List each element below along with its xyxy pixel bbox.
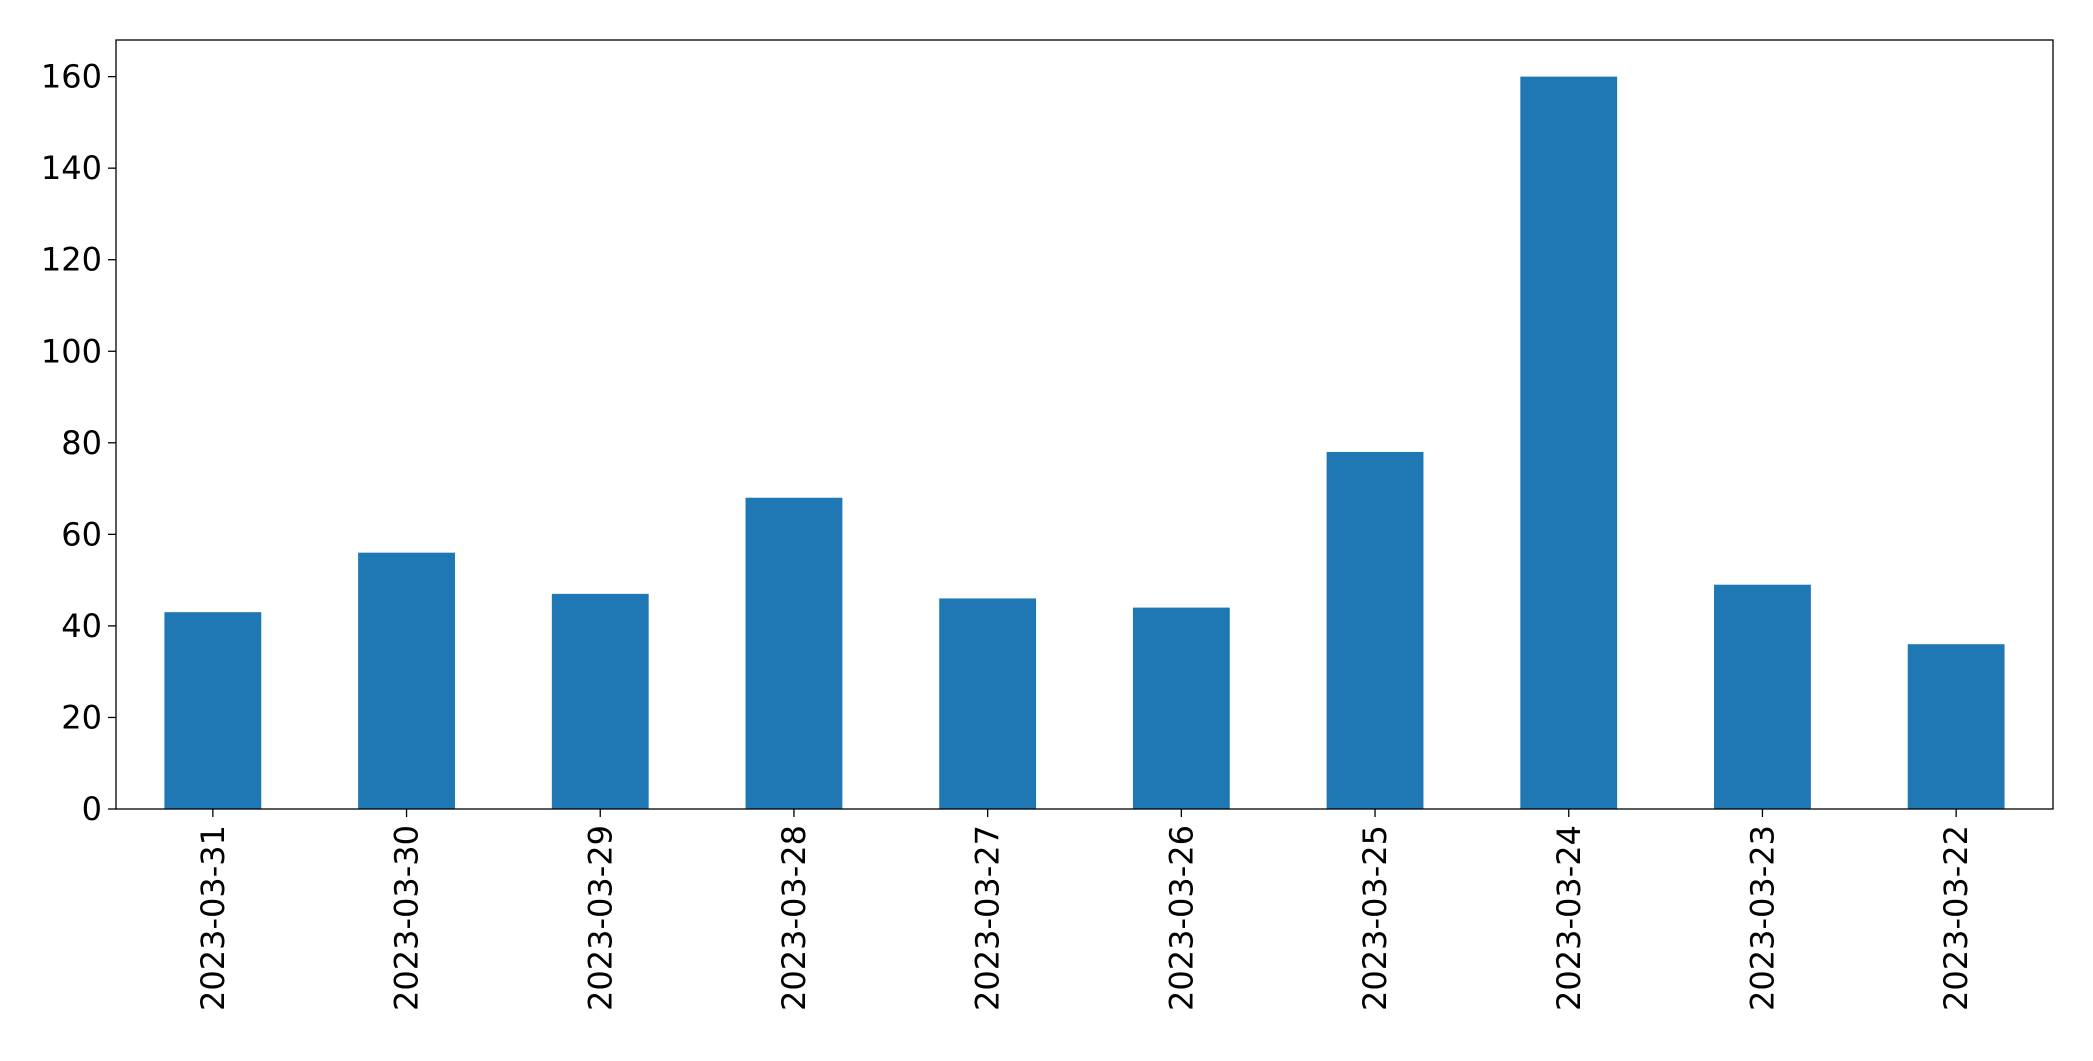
- x-tick-label: 2023-03-31: [194, 825, 232, 1011]
- bar: [1714, 584, 1811, 809]
- x-tick-label: 2023-03-24: [1550, 825, 1588, 1011]
- x-tick-label: 2023-03-30: [388, 825, 426, 1011]
- bar: [939, 598, 1037, 809]
- bar: [1326, 451, 1424, 809]
- bar: [1520, 76, 1618, 810]
- bar: [1132, 607, 1230, 809]
- x-tick-label: 2023-03-23: [1743, 825, 1781, 1011]
- y-tick-label: 120: [41, 241, 102, 279]
- bar: [358, 552, 455, 809]
- y-tick-label: 60: [61, 515, 102, 553]
- bar: [1907, 644, 2005, 809]
- y-tick-label: 140: [41, 149, 102, 187]
- axes-frame: [115, 39, 2054, 810]
- bar: [745, 497, 843, 809]
- x-tick-label: 2023-03-28: [775, 825, 813, 1011]
- bar: [551, 593, 649, 809]
- y-tick-label: 80: [61, 424, 102, 462]
- x-tick-label: 2023-03-25: [1356, 825, 1394, 1011]
- x-tick-label: 2023-03-22: [1937, 825, 1975, 1011]
- x-tick-label: 2023-03-29: [581, 825, 619, 1011]
- y-tick-label: 20: [61, 698, 102, 736]
- y-tick-label: 100: [41, 332, 102, 370]
- y-tick-label: 40: [61, 607, 102, 645]
- y-tick-label: 0: [82, 790, 102, 828]
- bar: [164, 612, 262, 809]
- x-tick-label: 2023-03-26: [1162, 825, 1200, 1011]
- x-tick-label: 2023-03-27: [969, 825, 1007, 1011]
- y-tick-label: 160: [41, 58, 102, 96]
